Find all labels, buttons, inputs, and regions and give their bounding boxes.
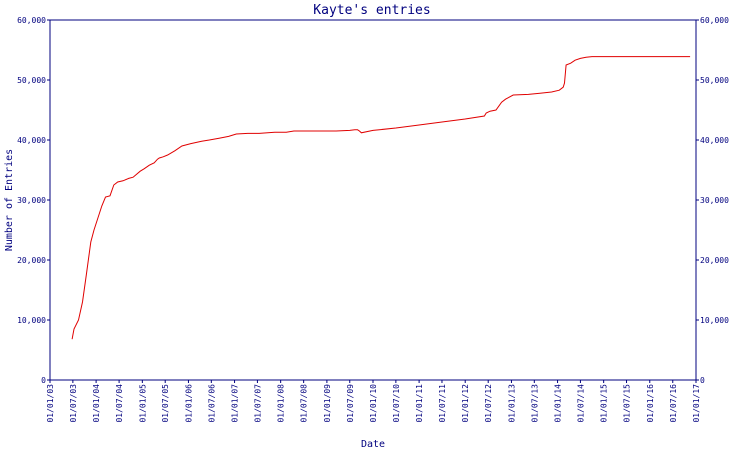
- x-tick-label: 01/01/09: [323, 384, 332, 423]
- x-axis-ticks: 01/01/03 01/07/03 01/01/04 01/07/04 01/01/05…: [46, 380, 701, 423]
- x-tick-label: 01/07/07: [253, 384, 262, 423]
- x-tick-label: 01/01/05: [138, 384, 147, 423]
- x-tick-label: 01/01/14: [554, 384, 563, 423]
- y-tick-label-left: 20,000: [17, 256, 46, 265]
- x-tick-label: 01/01/13: [507, 384, 516, 423]
- x-tick-label: 01/01/17: [692, 384, 701, 423]
- series-line: [71, 56, 691, 340]
- x-tick-label: 01/01/06: [184, 384, 193, 423]
- x-tick-label: 01/01/08: [277, 384, 286, 423]
- x-tick-label: 01/07/03: [69, 384, 78, 423]
- x-tick-label: 01/01/12: [461, 384, 470, 423]
- x-tick-label: 01/07/15: [623, 384, 632, 423]
- y-tick-label-right: 50,000: [700, 76, 729, 85]
- x-axis-label: Date: [361, 439, 385, 450]
- x-tick-label: 01/07/13: [530, 384, 539, 423]
- x-tick-label: 01/07/09: [346, 384, 355, 423]
- y-tick-label-left: 0: [41, 376, 46, 385]
- y-axis-label: Number of Entries: [4, 149, 15, 251]
- x-tick-label: 01/01/03: [46, 384, 55, 423]
- x-tick-label: 01/07/06: [207, 384, 216, 423]
- y-tick-label-left: 10,000: [17, 316, 46, 325]
- x-tick-label: 01/07/08: [300, 384, 309, 423]
- x-tick-label: 01/01/11: [415, 384, 424, 423]
- x-tick-label: 01/01/07: [231, 384, 240, 423]
- y-tick-label-left: 30,000: [17, 196, 46, 205]
- y-axis-ticks: 0 0 10,000 10,000 20,000 20,000 30,000 30,000 40…: [17, 16, 729, 385]
- x-tick-label: 01/01/04: [92, 384, 101, 423]
- x-tick-label: 01/07/14: [576, 384, 585, 423]
- x-tick-label: 01/07/11: [438, 384, 447, 423]
- x-tick-label: 01/07/05: [161, 384, 170, 423]
- x-tick-label: 01/07/04: [115, 384, 124, 423]
- y-tick-label-right: 0: [700, 376, 705, 385]
- y-tick-label-right: 60,000: [700, 16, 729, 25]
- y-tick-label-right: 30,000: [700, 196, 729, 205]
- y-tick-label-left: 60,000: [17, 16, 46, 25]
- x-tick-label: 01/01/10: [369, 384, 378, 423]
- y-tick-label-right: 40,000: [700, 136, 729, 145]
- y-tick-label-right: 20,000: [700, 256, 729, 265]
- y-tick-label-left: 50,000: [17, 76, 46, 85]
- x-tick-label: 01/01/16: [646, 384, 655, 423]
- series-layer: [71, 56, 691, 340]
- y-tick-label-left: 40,000: [17, 136, 46, 145]
- x-tick-label: 01/07/16: [669, 384, 678, 423]
- chart-title: Kayte's entries: [313, 3, 430, 18]
- x-tick-label: 01/07/10: [392, 384, 401, 423]
- x-tick-label: 01/01/15: [600, 384, 609, 423]
- x-tick-label: 01/07/12: [484, 384, 493, 423]
- y-tick-label-right: 10,000: [700, 316, 729, 325]
